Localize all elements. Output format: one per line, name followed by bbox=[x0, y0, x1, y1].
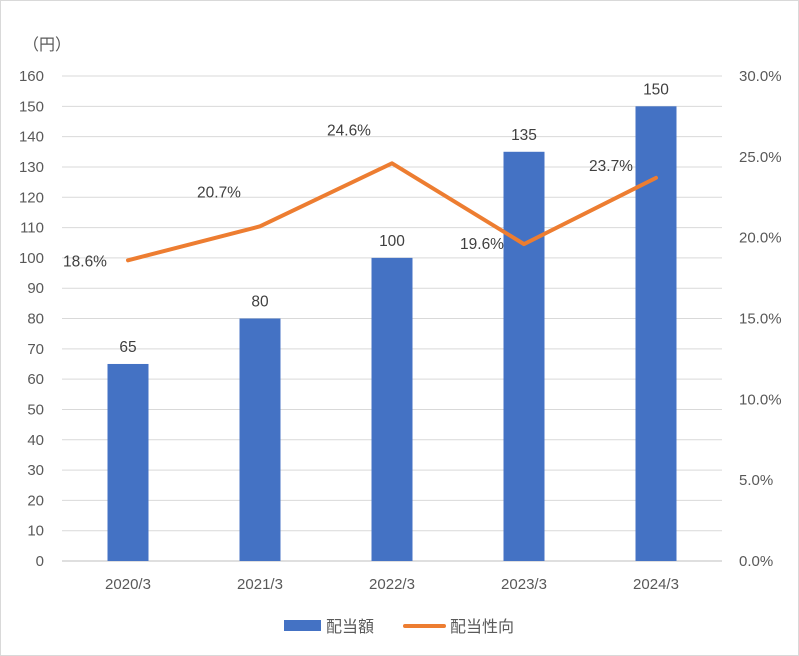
y2-tick-label: 10.0% bbox=[739, 391, 782, 408]
y-axis-unit-label: （円） bbox=[23, 36, 71, 54]
bar bbox=[240, 319, 281, 562]
bar bbox=[636, 106, 677, 561]
y-tick-label: 40 bbox=[27, 432, 44, 449]
bar-value-label: 100 bbox=[379, 233, 405, 250]
x-tick-label: 2020/3 bbox=[105, 576, 151, 593]
y2-tick-label: 30.0% bbox=[739, 68, 782, 85]
y-tick-label: 120 bbox=[19, 189, 44, 206]
legend: 配当額 配当性向 bbox=[284, 618, 514, 636]
y2-tick-label: 5.0% bbox=[739, 472, 773, 489]
line-value-label: 24.6% bbox=[327, 122, 371, 139]
y-tick-label: 30 bbox=[27, 462, 44, 479]
x-tick-label: 2022/3 bbox=[369, 576, 415, 593]
legend-bar-swatch bbox=[284, 620, 321, 631]
bar bbox=[504, 152, 545, 561]
line-value-label: 18.6% bbox=[63, 253, 107, 270]
category-axis: 2020/3 2021/3 2022/3 2023/3 2024/3 bbox=[105, 576, 679, 593]
x-tick-label: 2023/3 bbox=[501, 576, 547, 593]
y-tick-label: 20 bbox=[27, 492, 44, 509]
bar-value-label: 80 bbox=[251, 294, 269, 311]
bar-value-label: 65 bbox=[119, 339, 136, 356]
y-tick-label: 10 bbox=[27, 523, 44, 540]
y-tick-label: 50 bbox=[27, 401, 44, 418]
y-tick-label: 80 bbox=[27, 311, 44, 328]
right-axis: 0.0% 5.0% 10.0% 15.0% 20.0% 25.0% 30.0% bbox=[739, 68, 782, 570]
y-tick-label: 130 bbox=[19, 159, 44, 176]
y2-tick-label: 15.0% bbox=[739, 311, 782, 328]
line-value-label: 23.7% bbox=[589, 158, 633, 175]
y2-tick-label: 25.0% bbox=[739, 149, 782, 166]
left-axis: 0 10 20 30 40 50 60 70 80 90 100 110 120 130 140 150 160 bbox=[19, 68, 44, 570]
bar-value-label: 135 bbox=[511, 127, 537, 144]
y-tick-label: 140 bbox=[19, 129, 44, 146]
x-tick-label: 2021/3 bbox=[237, 576, 283, 593]
line-value-label: 20.7% bbox=[197, 184, 241, 201]
bar bbox=[108, 364, 149, 561]
y-tick-label: 0 bbox=[36, 553, 44, 570]
legend-bar-label: 配当額 bbox=[326, 618, 374, 636]
bar-value-label: 150 bbox=[643, 81, 669, 98]
line-value-label: 19.6% bbox=[460, 236, 504, 253]
y-tick-label: 90 bbox=[27, 280, 44, 297]
bar bbox=[372, 258, 413, 561]
y-tick-label: 60 bbox=[27, 371, 44, 388]
legend-line-label: 配当性向 bbox=[450, 618, 514, 636]
y2-tick-label: 20.0% bbox=[739, 230, 782, 247]
x-tick-label: 2024/3 bbox=[633, 576, 679, 593]
y-tick-label: 110 bbox=[20, 220, 44, 237]
y2-tick-label: 0.0% bbox=[739, 553, 773, 570]
y-tick-label: 70 bbox=[27, 341, 44, 358]
y-tick-label: 150 bbox=[19, 98, 44, 115]
y-tick-label: 160 bbox=[19, 68, 44, 85]
y-tick-label: 100 bbox=[19, 250, 44, 267]
